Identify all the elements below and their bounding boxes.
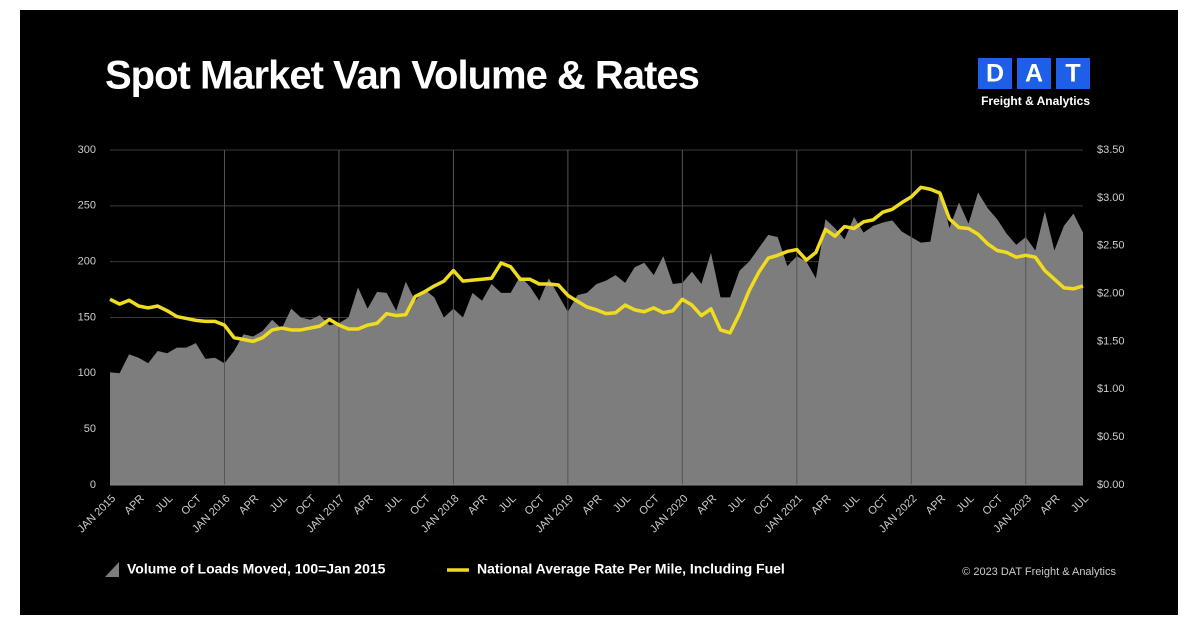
- y2-tick-label: $2.00: [1097, 287, 1125, 299]
- legend-label: National Average Rate Per Mile, Includin…: [477, 561, 785, 577]
- y2-tick-label: $0.00: [1097, 479, 1125, 491]
- logo-box: [1017, 58, 1051, 89]
- y-tick-label: 150: [78, 311, 96, 323]
- plot: [109, 150, 1084, 486]
- copyright: © 2023 DAT Freight & Analytics: [962, 566, 1116, 578]
- y2-tick-label: $1.00: [1097, 383, 1125, 395]
- logo-box: [978, 58, 1012, 89]
- volume-area: [110, 189, 1083, 486]
- y-tick-label: 100: [78, 367, 96, 379]
- y-tick-label: 0: [90, 479, 96, 491]
- logo-letter: D: [986, 60, 1004, 88]
- y2-tick-label: $0.50: [1097, 431, 1125, 443]
- logo-letter: T: [1065, 60, 1080, 88]
- rate-line: [109, 185, 1084, 344]
- y-tick-label: 50: [84, 423, 96, 435]
- y2-tick-label: $2.50: [1097, 240, 1125, 252]
- y-tick-label: 250: [78, 200, 96, 212]
- logo-letter: A: [1025, 60, 1043, 88]
- logo-box: [1056, 58, 1090, 89]
- chart-title: Spot Market Van Volume & Rates: [105, 54, 699, 98]
- y2-tick-label: $1.50: [1097, 335, 1125, 347]
- y2-tick-label: $3.00: [1097, 192, 1125, 204]
- legend-label: Volume of Loads Moved, 100=Jan 2015: [127, 561, 386, 577]
- y2-tick-label: $3.50: [1097, 144, 1125, 156]
- y-tick-label: 200: [78, 256, 96, 268]
- logo: D A T Freight & Analytics: [978, 58, 1090, 108]
- legend-swatch: [105, 562, 119, 577]
- logo-subtitle: Freight & Analytics: [981, 94, 1090, 108]
- y-tick-label: 300: [78, 144, 96, 156]
